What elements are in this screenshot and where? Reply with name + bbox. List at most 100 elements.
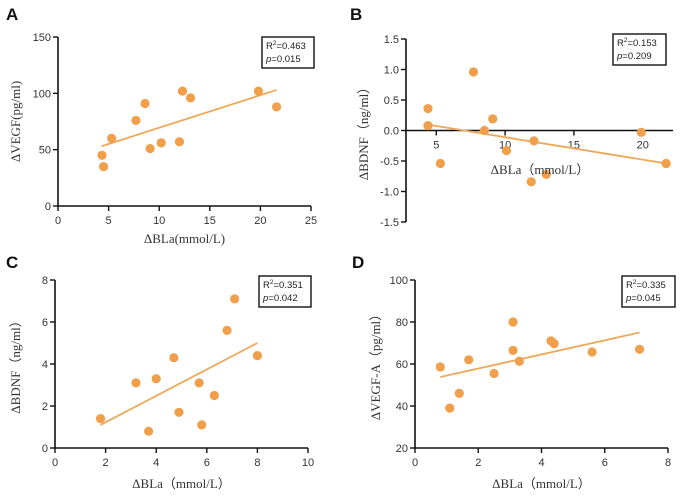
x-axis-title: ΔBLa（mmol/L） (492, 476, 591, 491)
data-point (423, 121, 433, 131)
p-value-text: p=0.209 (616, 51, 652, 62)
x-axis-title: ΔBLa（mmol/L） (491, 162, 590, 177)
data-point (252, 351, 262, 361)
y-tick-label: 8 (42, 275, 48, 287)
x-tick-label: 8 (254, 457, 260, 469)
data-point (140, 98, 150, 109)
data-point (222, 325, 232, 335)
data-point (209, 390, 219, 401)
data-point (98, 161, 109, 172)
data-point (95, 414, 106, 424)
data-point (634, 344, 645, 354)
data-point (174, 407, 184, 417)
data-point (468, 67, 479, 77)
y-tick-label: 1.0 (384, 65, 399, 77)
data-point (423, 103, 433, 114)
p-value-text: p=0.042 (262, 293, 298, 304)
y-tick-label: 0 (45, 201, 51, 213)
r-squared-text: R2=0.463 (266, 40, 306, 52)
data-point (253, 86, 263, 96)
data-point (435, 362, 445, 372)
stats-box (258, 275, 312, 308)
y-tick-label: 80 (396, 317, 408, 329)
data-point (131, 115, 141, 125)
stats-box (621, 275, 676, 308)
panel-letter: B (350, 5, 362, 24)
x-tick-label: 6 (204, 457, 210, 469)
y-tick-label: 20 (396, 443, 408, 455)
y-tick-label: -0.5 (380, 156, 399, 168)
x-tick-label: 10 (302, 457, 314, 469)
data-point (489, 368, 499, 379)
x-tick-label: 6 (602, 457, 608, 469)
data-point (454, 388, 464, 398)
y-tick-label: 150 (33, 32, 51, 44)
y-tick-label: -1.0 (380, 187, 399, 199)
y-tick-label: 0.0 (384, 126, 399, 138)
x-tick-label: 8 (665, 457, 671, 469)
x-tick-label: 5 (106, 215, 112, 227)
y-tick-label: 100 (390, 275, 408, 287)
y-tick-label: 60 (396, 359, 408, 371)
data-point (169, 353, 179, 363)
y-tick-label: 40 (396, 401, 408, 413)
data-point (479, 125, 490, 136)
data-point (445, 403, 455, 413)
data-point (549, 339, 559, 349)
r-squared-text: R2=0.153 (617, 37, 657, 49)
r-squared-text: R2=0.351 (263, 279, 303, 291)
data-point (230, 294, 240, 304)
y-tick-label: 50 (39, 145, 51, 157)
data-point (541, 169, 551, 180)
regression-line (426, 123, 667, 165)
x-tick-label: 2 (475, 457, 481, 469)
data-point (271, 102, 282, 112)
y-tick-label: 100 (33, 88, 51, 100)
y-tick-label: 1.5 (384, 34, 399, 46)
stats-annotation: R2=0.335 p=0.045 (621, 275, 676, 308)
p-value-text: p=0.015 (265, 54, 301, 65)
x-tick-label: 0 (412, 457, 418, 469)
data-point (526, 177, 536, 187)
y-axis-title: ΔVEGF-A（pg/ml） (368, 308, 383, 420)
data-point (514, 356, 524, 366)
data-point (529, 136, 539, 146)
data-point (107, 133, 117, 143)
panel-letter: C (6, 253, 18, 272)
data-point (197, 420, 207, 430)
x-tick-label: 2 (103, 457, 109, 469)
data-point (501, 146, 512, 156)
x-tick-label: 20 (637, 140, 649, 152)
data-point (636, 127, 646, 137)
stats-annotation: R2=0.463 p=0.015 (261, 36, 315, 69)
data-point (174, 137, 185, 147)
y-tick-label: 0.5 (384, 95, 399, 107)
x-tick-label: 4 (153, 457, 159, 469)
y-tick-label: 0 (42, 443, 48, 455)
regression-line (440, 331, 640, 378)
panel-letter: D (352, 253, 364, 272)
data-point (464, 355, 474, 365)
x-tick-label: 4 (538, 457, 544, 469)
y-tick-label: 6 (42, 317, 48, 329)
data-point (508, 317, 518, 327)
p-value-text: p=0.045 (625, 293, 661, 304)
data-point (488, 114, 498, 124)
regression-line (101, 89, 277, 148)
x-axis-title: ΔBLa（mmol/L） (132, 476, 231, 491)
data-point (435, 158, 446, 169)
data-point (131, 378, 141, 388)
x-axis-title: ΔBLa(mmol/L) (144, 231, 225, 246)
data-point (177, 86, 188, 96)
y-tick-label: 2 (42, 401, 48, 413)
y-tick-label: -1.5 (380, 217, 399, 229)
panel-b: B-1.5-1.0-0.50.00.51.01.55 10 15 20ΔBLa（mmo… (350, 5, 673, 229)
stats-box (261, 36, 315, 69)
data-point (185, 93, 196, 103)
x-tick-label: 10 (153, 215, 165, 227)
panel-letter: A (6, 5, 18, 24)
x-tick-label: 20 (254, 215, 266, 227)
data-point (661, 158, 671, 169)
y-axis-title: ΔVEGF(pg/ml) (8, 81, 23, 162)
